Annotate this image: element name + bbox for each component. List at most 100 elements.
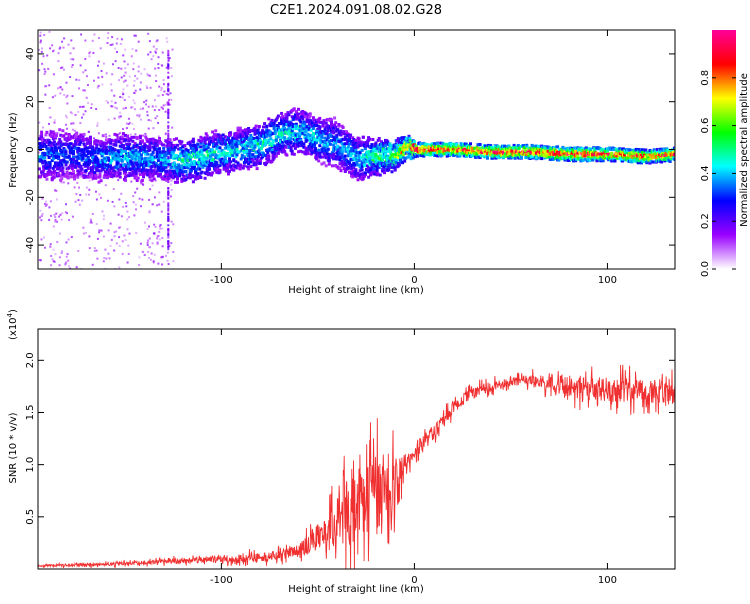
heatmap-cell bbox=[124, 48, 127, 51]
heatmap-cell bbox=[252, 147, 256, 151]
heatmap-cell bbox=[146, 168, 150, 172]
heatmap-cell bbox=[134, 174, 138, 178]
heatmap-cell bbox=[313, 143, 316, 147]
heatmap-cell bbox=[167, 210, 170, 213]
heatmap-cell bbox=[156, 237, 159, 240]
heatmap-cell bbox=[97, 64, 99, 67]
heatmap-cell bbox=[167, 236, 170, 239]
heatmap-cell bbox=[420, 148, 424, 152]
heatmap-cell bbox=[118, 198, 121, 201]
heatmap-cell bbox=[524, 149, 528, 153]
heatmap-cell bbox=[123, 99, 126, 101]
heatmap-cell bbox=[205, 144, 209, 148]
heatmap-cell bbox=[180, 151, 184, 155]
heatmap-cell bbox=[595, 159, 599, 163]
heatmap-cell bbox=[276, 144, 280, 148]
heatmap-cell bbox=[363, 173, 367, 177]
heatmap-cell bbox=[290, 115, 294, 119]
heatmap-cell bbox=[253, 155, 257, 159]
heatmap-cell bbox=[65, 203, 67, 206]
heatmap-cell bbox=[120, 76, 123, 79]
heatmap-cell bbox=[159, 227, 162, 230]
heatmap-cell bbox=[413, 155, 417, 159]
heatmap-cell bbox=[121, 145, 125, 149]
heatmap-cell bbox=[81, 156, 85, 160]
heatmap-cell bbox=[409, 157, 413, 161]
heatmap-cell bbox=[236, 126, 240, 130]
heatmap-cell bbox=[185, 151, 189, 155]
heatmap-cell bbox=[109, 171, 113, 175]
heatmap-cell bbox=[434, 148, 437, 152]
heatmap-cell bbox=[113, 171, 117, 175]
heatmap-cell bbox=[149, 141, 153, 145]
heatmap-cell bbox=[82, 148, 86, 152]
heatmap-cell bbox=[91, 169, 95, 173]
heatmap-cell bbox=[499, 150, 503, 154]
heatmap-cell bbox=[72, 58, 75, 61]
heatmap-cell bbox=[420, 154, 424, 158]
heatmap-cell bbox=[240, 140, 244, 144]
heatmap-cell bbox=[140, 182, 143, 185]
heatmap-cell bbox=[171, 150, 175, 154]
heatmap-cell bbox=[219, 160, 223, 164]
heatmap-cell bbox=[119, 152, 123, 156]
heatmap-cell bbox=[207, 149, 211, 153]
heatmap-cell bbox=[566, 149, 570, 153]
heatmap-cell bbox=[69, 157, 73, 161]
heatmap-cell bbox=[148, 138, 152, 141]
heatmap-cell bbox=[326, 147, 330, 151]
heatmap-cell bbox=[279, 133, 282, 137]
heatmap-cell bbox=[40, 219, 43, 222]
heatmap-cell bbox=[191, 152, 195, 156]
heatmap-cell bbox=[160, 175, 164, 179]
heatmap-cell bbox=[167, 230, 170, 233]
heatmap-cell bbox=[190, 166, 194, 169]
heatmap-cell bbox=[178, 157, 182, 161]
heatmap-cell bbox=[136, 167, 140, 171]
heatmap-cell bbox=[191, 180, 195, 184]
heatmap-cell bbox=[81, 199, 84, 202]
heatmap-cell bbox=[354, 168, 358, 172]
heatmap-cell bbox=[266, 160, 270, 163]
heatmap-cell bbox=[202, 154, 206, 158]
heatmap-cell bbox=[281, 140, 285, 144]
heatmap-cell bbox=[84, 173, 87, 176]
heatmap-cell bbox=[161, 237, 164, 239]
heatmap-cell bbox=[84, 89, 86, 92]
heatmap-cell bbox=[330, 120, 333, 124]
heatmap-cell bbox=[148, 179, 151, 182]
heatmap-cell bbox=[177, 147, 181, 151]
heatmap-cell bbox=[256, 142, 260, 146]
heatmap-cell bbox=[118, 158, 122, 162]
heatmap-cell bbox=[380, 156, 384, 160]
heatmap-cell bbox=[168, 175, 172, 179]
heatmap-cell bbox=[132, 195, 135, 198]
heatmap-cell bbox=[280, 111, 284, 115]
heatmap-cell bbox=[76, 148, 80, 152]
heatmap-cell bbox=[84, 69, 87, 72]
heatmap-cell bbox=[171, 146, 175, 150]
heatmap-cell bbox=[203, 164, 207, 167]
heatmap-cell bbox=[221, 153, 225, 157]
heatmap-cell bbox=[79, 133, 83, 137]
heatmap-cell bbox=[537, 152, 540, 156]
heatmap-cell bbox=[311, 134, 315, 138]
heatmap-cell bbox=[169, 170, 173, 174]
heatmap-cell bbox=[59, 46, 62, 49]
heatmap-cell bbox=[495, 155, 499, 159]
heatmap-cell bbox=[125, 205, 128, 208]
heatmap-cell bbox=[132, 128, 135, 130]
heatmap-cell bbox=[326, 134, 330, 138]
heatmap-cell bbox=[133, 84, 135, 87]
heatmap-cell bbox=[491, 148, 495, 152]
heatmap-cell bbox=[360, 175, 364, 179]
heatmap-cell bbox=[66, 143, 70, 146]
heatmap-cell bbox=[158, 225, 161, 228]
heatmap-cell bbox=[282, 124, 286, 128]
heatmap-cell bbox=[53, 136, 57, 140]
heatmap-cell bbox=[337, 155, 341, 159]
heatmap-cell bbox=[91, 145, 95, 149]
heatmap-cell bbox=[164, 165, 168, 169]
heatmap-cell bbox=[125, 127, 128, 130]
heatmap-cell bbox=[39, 31, 42, 34]
